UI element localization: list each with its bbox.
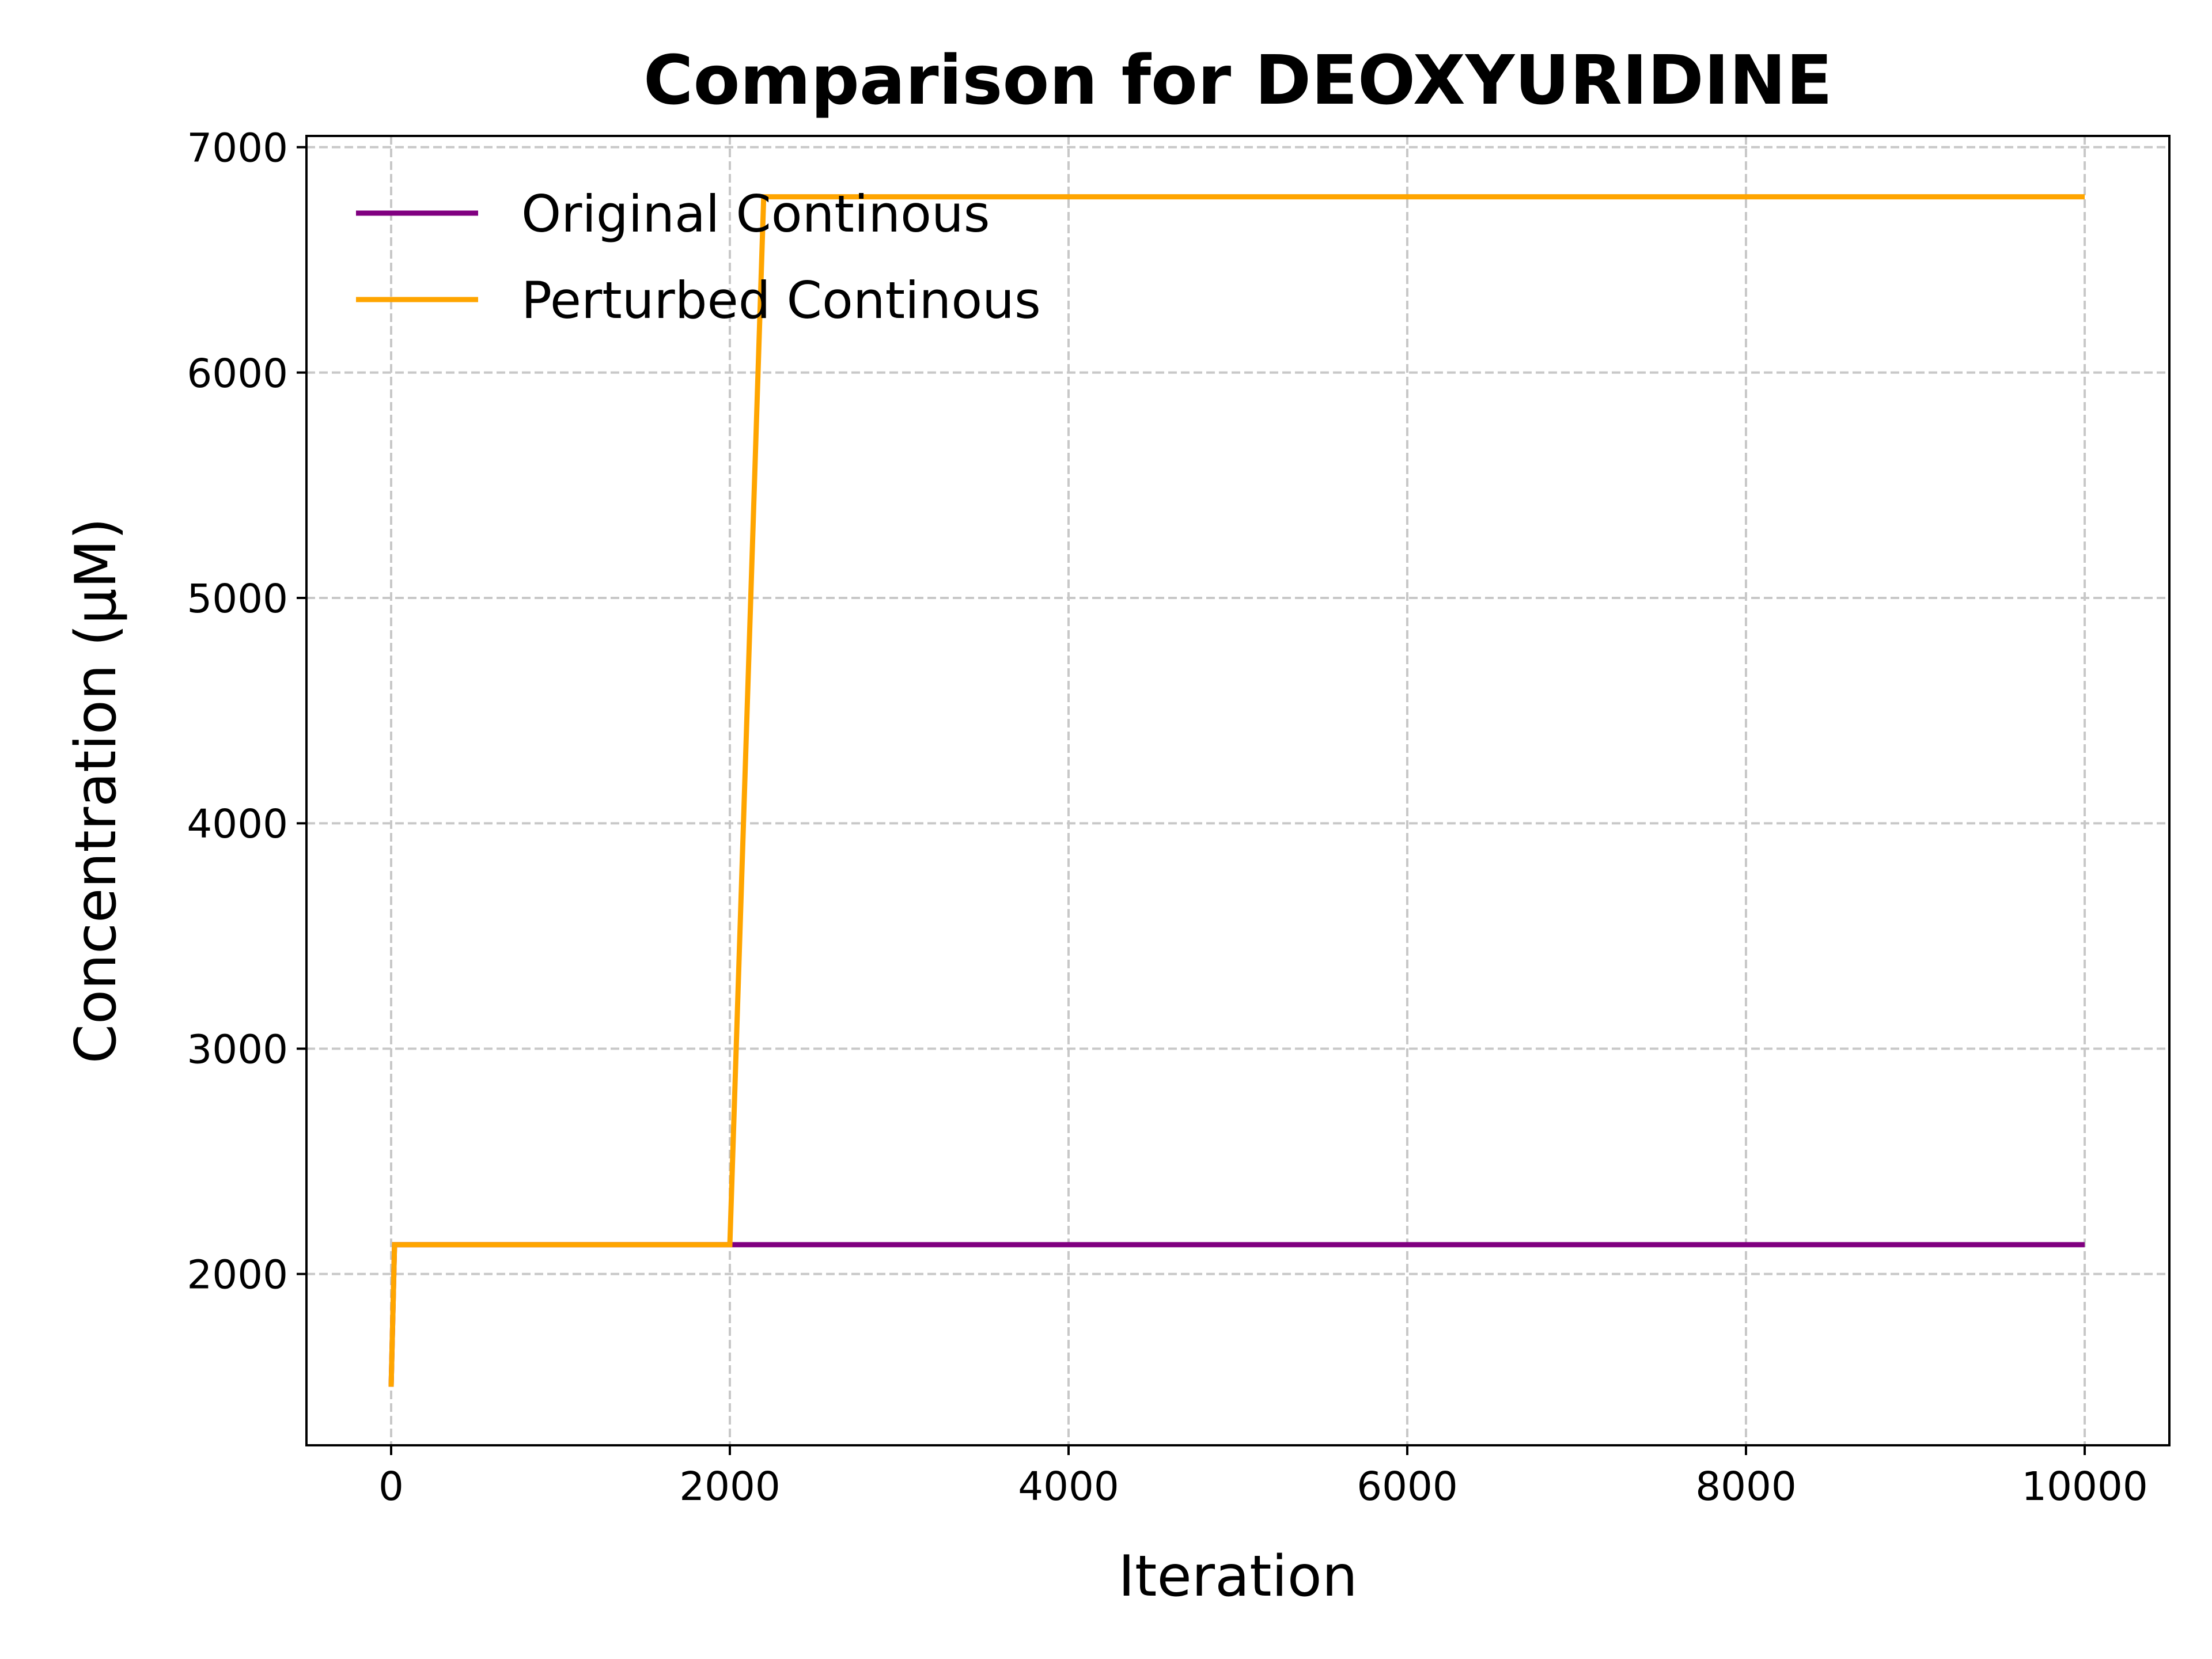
ticks: 0 2000 4000 6000 8000 10000 2000 3000 4000 5000 60… — [187, 126, 2147, 1510]
x-tick-label: 0 — [378, 1464, 404, 1510]
x-tick-label: 8000 — [1695, 1464, 1797, 1510]
series-line-2 — [388, 194, 2085, 1387]
legend: Original Continous Perturbed Continous — [356, 184, 1041, 330]
x-tick-label: 2000 — [679, 1464, 781, 1510]
plot-frame — [305, 135, 2171, 1446]
series-layer — [388, 194, 2085, 1387]
grid — [306, 136, 2169, 1445]
x-axis-label: Iteration — [1118, 1544, 1358, 1609]
x-tick-label: 4000 — [1018, 1464, 1119, 1510]
y-tick-label: 6000 — [187, 351, 288, 397]
chart-title: Comparison for DEOXYURIDINE — [643, 40, 1832, 120]
y-tick-label: 2000 — [187, 1252, 288, 1298]
x-tick-label: 10000 — [2021, 1464, 2148, 1510]
x-tick-label: 6000 — [1357, 1464, 1458, 1510]
y-tick-label: 5000 — [187, 576, 288, 622]
y-tick-label: 4000 — [187, 801, 288, 847]
y-tick-label: 3000 — [187, 1027, 288, 1073]
y-tick-label: 7000 — [187, 126, 288, 172]
legend-label-2: Perturbed Continous — [521, 271, 1041, 330]
legend-label-1: Original Continous — [521, 184, 990, 244]
y-axis-label: Concentration (μM) — [63, 518, 129, 1064]
